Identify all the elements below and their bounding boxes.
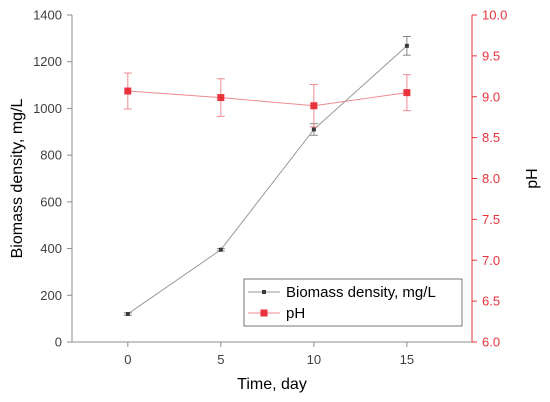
y-right-tick-label: 7.0 [482,253,500,268]
data-point-ph [217,94,225,102]
series-line-ph [127,90,407,107]
x-tick-label: 10 [307,352,321,367]
series-ph [123,72,411,128]
y-right-tick-label: 9.5 [482,48,500,63]
y-right-tick-label: 7.5 [482,212,500,227]
legend-label-biomass: Biomass density, mg/L [286,284,436,301]
data-point-biomass [218,247,223,252]
x-tick-label: 5 [217,352,224,367]
data-point-biomass [311,127,316,132]
y-left-tick-label: 1400 [33,8,62,23]
y-left-tick-label: 1000 [33,101,62,116]
legend-marker-biomass [262,290,266,294]
series-biomass [123,35,411,316]
data-point-biomass [404,43,409,48]
data-point-biomass [125,311,130,316]
y-axis-right-ticks: 6.0 6.5 7.0 7.5 8.0 8.5 9.0 9.5 10.0 [472,8,507,350]
series-line-biomass [127,45,408,315]
y-right-tick-label: 6.5 [482,294,500,309]
y-left-tick-label: 200 [40,288,62,303]
y-right-tick-label: 9.0 [482,89,500,104]
y-left-tick-label: 1200 [33,54,62,69]
y-right-tick-label: 10.0 [482,8,507,23]
series-layer [123,35,411,316]
data-point-ph [310,102,318,110]
y-right-tick-label: 8.0 [482,171,500,186]
y-axis-left-title: Biomass density, mg/L [9,99,26,259]
legend-marker-ph [260,309,268,317]
legend-box [243,278,463,327]
y-left-tick-label: 400 [40,241,62,256]
x-axis-ticks: 0 5 10 15 [124,342,414,367]
y-left-tick-label: 800 [40,148,62,163]
y-right-tick-label: 8.5 [482,130,500,145]
y-right-tick-label: 6.0 [482,335,500,350]
y-axis-right-title: pH [524,168,541,188]
y-axis-left-ticks: 0 200 400 600 800 1000 1200 1400 [33,8,72,350]
y-left-tick-label: 600 [40,194,62,209]
legend-label-ph: pH [286,305,305,322]
y-left-tick-label: 0 [55,335,62,350]
data-point-ph [403,89,411,97]
legend: Biomass density, mg/L pH [243,278,463,327]
x-tick-label: 0 [124,352,131,367]
data-point-ph [124,87,132,95]
x-axis-title: Time, day [237,376,307,393]
x-tick-label: 15 [400,352,414,367]
